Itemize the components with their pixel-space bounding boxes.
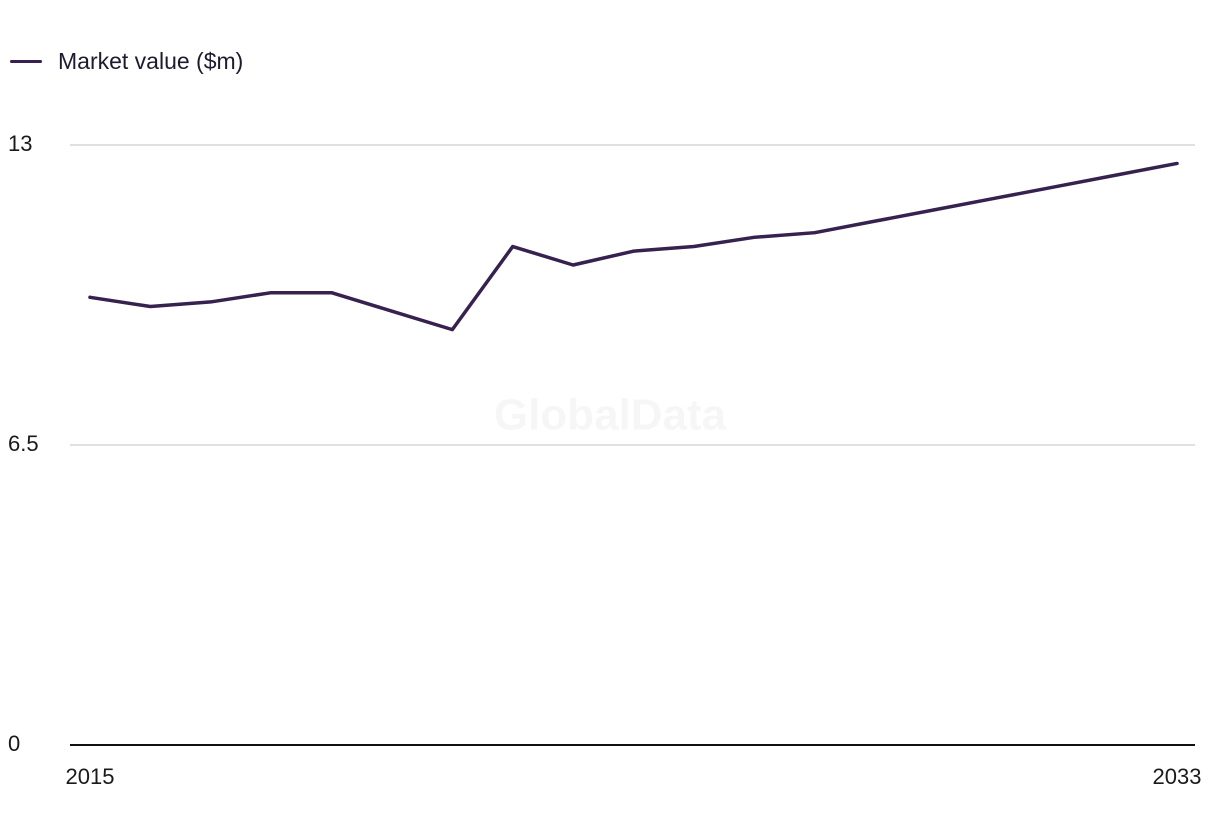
data-point (873, 219, 877, 223)
series-layer (88, 161, 1179, 332)
data-point (571, 263, 575, 267)
data-point (330, 291, 334, 295)
data-point (632, 249, 635, 253)
data-point (269, 291, 273, 295)
chart-legend: Market value ($m) (10, 47, 243, 75)
x-tick-label: 2033 (1153, 764, 1202, 789)
data-point (1054, 185, 1058, 189)
legend-label: Market value ($m) (58, 47, 244, 74)
data-point (450, 328, 454, 332)
axes: 0 6.5 13 2015 2033 (8, 131, 1201, 789)
series-line-market-value (88, 161, 1179, 332)
y-tick-label: 6.5 (8, 431, 39, 456)
data-point (88, 295, 92, 299)
data-point (1175, 161, 1179, 165)
data-point (933, 208, 937, 212)
data-point (692, 245, 696, 249)
y-tick-label: 13 (8, 131, 32, 156)
data-point (994, 196, 998, 200)
y-tick-label: 0 (8, 731, 20, 756)
data-point (813, 231, 817, 235)
data-point (390, 309, 394, 313)
watermark-text: GlobalData (494, 391, 727, 440)
data-point (752, 235, 756, 239)
legend-line-swatch (10, 59, 42, 63)
data-point (1115, 173, 1119, 177)
data-point (148, 305, 152, 309)
grid-lines (70, 144, 1195, 446)
data-point (209, 300, 213, 304)
x-tick-label: 2015 (66, 764, 115, 789)
data-point (511, 245, 515, 249)
